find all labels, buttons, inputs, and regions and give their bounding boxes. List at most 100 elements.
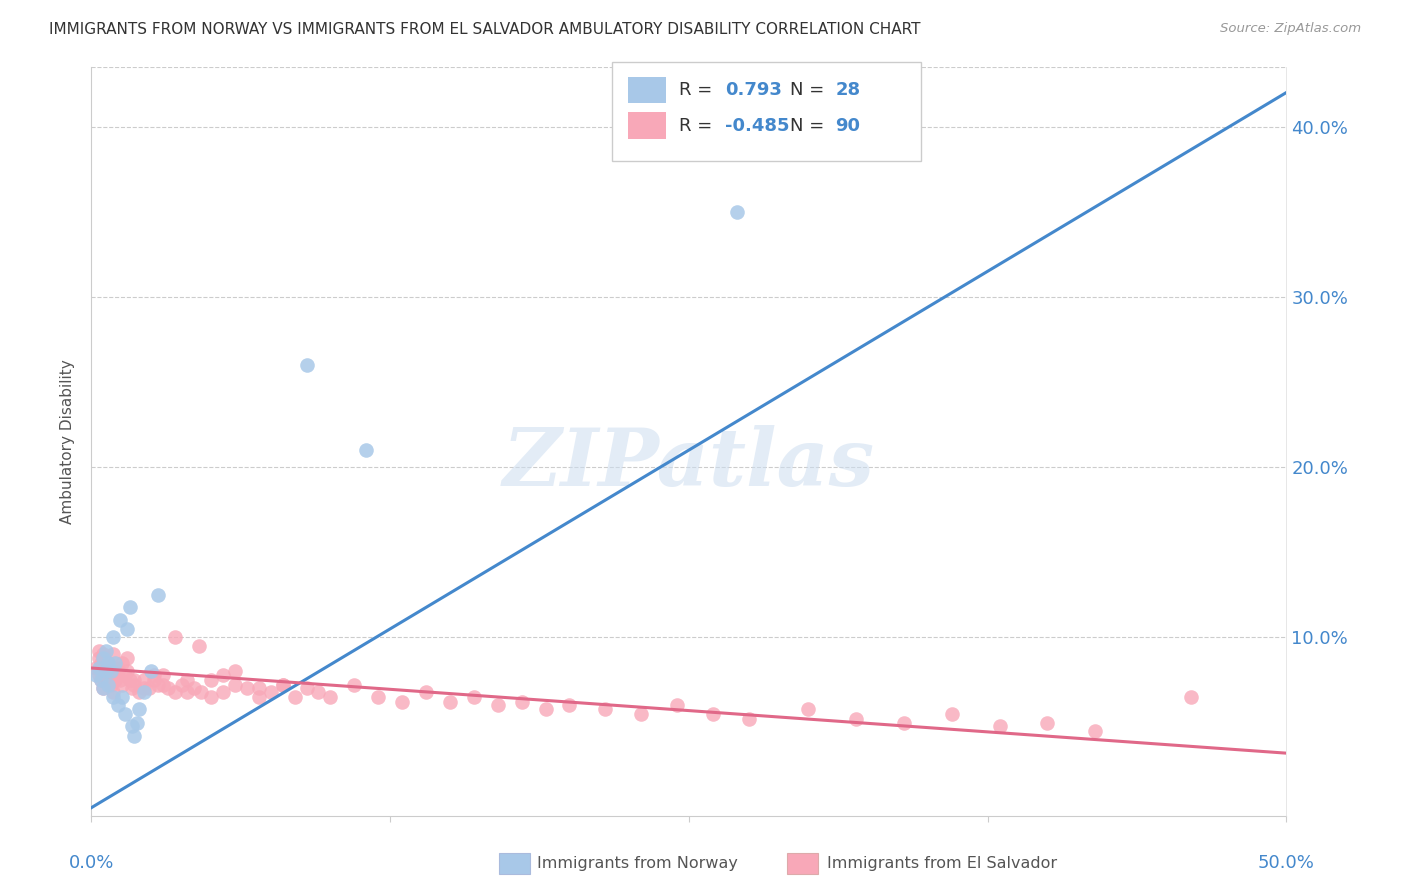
Point — [343, 678, 366, 692]
Point — [224, 665, 246, 679]
Point — [172, 678, 194, 692]
Point — [97, 656, 120, 670]
Text: R =: R = — [679, 117, 718, 135]
Text: IMMIGRANTS FROM NORWAY VS IMMIGRANTS FROM EL SALVADOR AMBULATORY DISABILITY CORR: IMMIGRANTS FROM NORWAY VS IMMIGRANTS FRO… — [49, 22, 921, 37]
Point — [319, 690, 342, 704]
Point — [1180, 690, 1202, 704]
Point — [93, 681, 114, 696]
Point — [114, 706, 136, 721]
Point — [124, 673, 146, 687]
Point — [510, 695, 533, 709]
Point — [176, 685, 198, 699]
Point — [247, 681, 270, 696]
Point — [108, 673, 131, 687]
Point — [354, 443, 377, 458]
Point — [893, 715, 915, 730]
Point — [104, 673, 127, 687]
Point — [176, 673, 198, 687]
Point — [97, 656, 120, 670]
Point — [1084, 724, 1107, 739]
Point — [128, 685, 150, 699]
Text: R =: R = — [679, 81, 718, 99]
Point — [148, 588, 170, 602]
Point — [94, 665, 117, 679]
Point — [101, 631, 124, 645]
Point — [107, 698, 129, 713]
Text: 28: 28 — [835, 81, 860, 99]
Point — [108, 613, 131, 627]
Point — [115, 622, 138, 636]
Point — [93, 681, 114, 696]
Point — [104, 668, 127, 682]
Point — [124, 729, 146, 743]
Point — [235, 681, 259, 696]
Point — [111, 656, 134, 670]
Point — [558, 698, 581, 713]
Point — [90, 656, 112, 670]
Text: N =: N = — [790, 117, 830, 135]
Point — [124, 678, 146, 692]
Point — [101, 690, 124, 704]
Point — [97, 656, 120, 670]
Point — [94, 665, 117, 679]
Point — [114, 668, 136, 682]
Point — [118, 673, 141, 687]
Point — [148, 678, 170, 692]
Point — [439, 695, 461, 709]
Point — [702, 706, 724, 721]
Point — [845, 712, 868, 726]
Point — [284, 690, 307, 704]
Point — [118, 599, 141, 614]
Point — [141, 665, 162, 679]
Point — [132, 681, 155, 696]
Point — [367, 690, 389, 704]
Point — [97, 678, 120, 692]
Point — [247, 690, 270, 704]
Point — [107, 665, 129, 679]
Point — [391, 695, 413, 709]
Point — [163, 685, 186, 699]
Point — [90, 673, 112, 687]
Point — [93, 650, 114, 665]
Point — [200, 673, 222, 687]
Point — [415, 685, 437, 699]
Point — [111, 678, 134, 692]
Point — [666, 698, 689, 713]
Point — [271, 678, 294, 692]
Point — [156, 681, 179, 696]
Point — [100, 665, 122, 679]
Point — [259, 685, 281, 699]
Point — [183, 681, 205, 696]
Point — [93, 648, 114, 662]
Text: Immigrants from El Salvador: Immigrants from El Salvador — [827, 856, 1057, 871]
Point — [94, 673, 117, 687]
Point — [115, 650, 138, 665]
Point — [87, 668, 110, 682]
Point — [132, 685, 155, 699]
Point — [152, 668, 174, 682]
Point — [211, 685, 233, 699]
Text: 0.793: 0.793 — [725, 81, 782, 99]
Point — [87, 644, 110, 658]
Point — [100, 678, 122, 692]
Point — [1036, 715, 1059, 730]
Point — [84, 668, 107, 682]
Text: 0.0%: 0.0% — [69, 854, 114, 871]
Point — [100, 665, 122, 679]
Point — [211, 668, 233, 682]
Point — [941, 706, 963, 721]
Point — [94, 644, 117, 658]
Point — [142, 673, 165, 687]
Point — [121, 681, 143, 696]
Point — [190, 685, 212, 699]
Point — [295, 358, 318, 372]
Point — [142, 668, 165, 682]
Point — [534, 702, 557, 716]
Point — [152, 678, 174, 692]
Point — [111, 690, 134, 704]
Point — [90, 673, 112, 687]
Text: 50.0%: 50.0% — [1258, 854, 1315, 871]
Point — [128, 702, 150, 716]
Point — [797, 702, 820, 716]
Point — [271, 678, 294, 692]
